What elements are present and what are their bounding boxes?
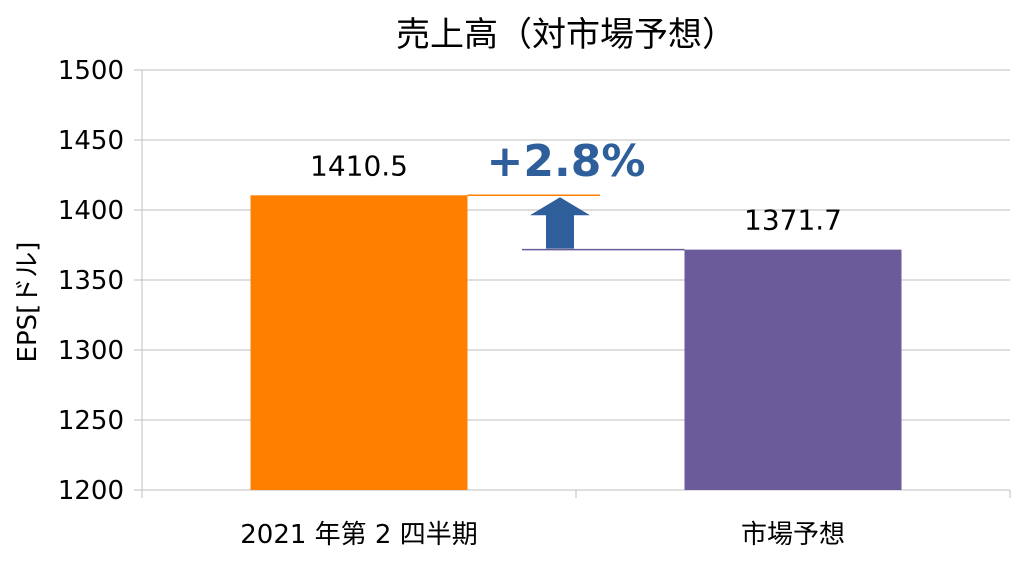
y-axis-label: EPS[ドル]	[13, 242, 43, 363]
chart-title: 売上高（対市場予想）	[396, 15, 736, 55]
percent-change-label: +2.8%	[487, 136, 646, 187]
y-tick-label: 1500	[58, 56, 124, 86]
x-axis	[141, 70, 1011, 498]
y-tick-label: 1350	[58, 266, 124, 296]
bar	[250, 195, 468, 491]
difference-annotation: +2.8%	[467, 136, 685, 251]
y-axis-ticks: 1200 1250 1300 1350 1400 1450 1500	[58, 56, 124, 506]
y-tick-label: 1300	[58, 336, 124, 366]
y-tick-label: 1200	[58, 476, 124, 506]
y-tick-label: 1400	[58, 196, 124, 226]
y-tick-label: 1450	[58, 126, 124, 156]
bar-value-label: 1371.7	[744, 204, 842, 237]
category-labels: 2021 年第 2 四半期 市場予想	[240, 520, 845, 550]
data-labels: 1410.5 1371.7	[310, 149, 842, 236]
category-label: 市場予想	[741, 520, 845, 550]
bar	[684, 249, 902, 490]
category-label: 2021 年第 2 四半期	[240, 520, 478, 550]
y-tick-label: 1250	[58, 406, 124, 436]
bar-value-label: 1410.5	[310, 149, 408, 182]
up-arrow-icon	[530, 197, 590, 249]
bars	[250, 195, 902, 491]
